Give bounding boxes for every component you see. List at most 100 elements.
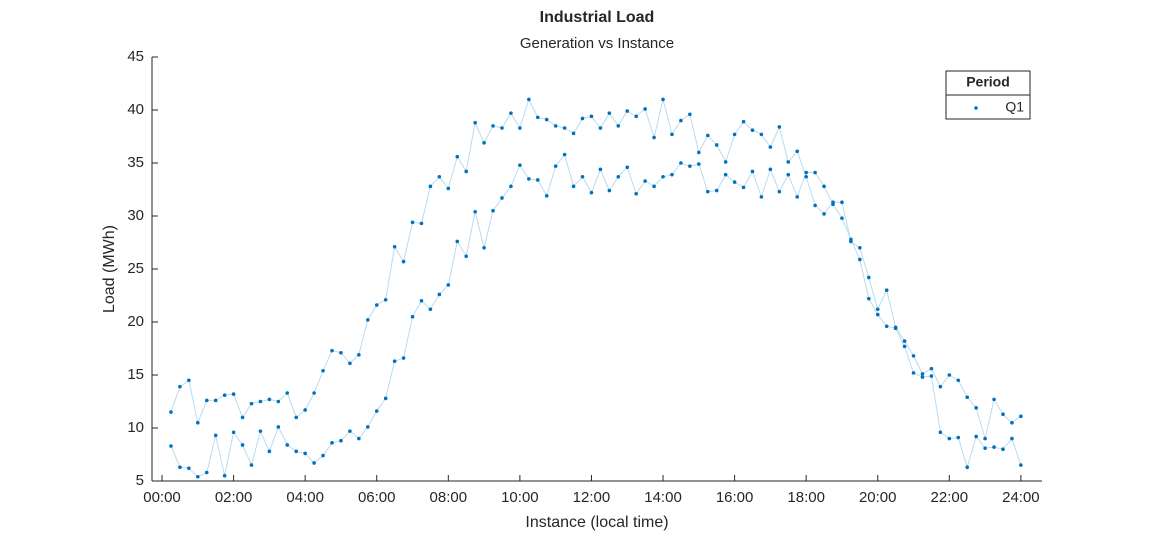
data-point — [294, 449, 299, 454]
data-point — [697, 162, 701, 166]
x-tick-label: 04:00 — [286, 489, 324, 506]
data-point — [723, 172, 728, 177]
data-point — [634, 191, 638, 196]
data-point — [169, 410, 173, 414]
data-point — [589, 190, 594, 195]
data-point — [187, 466, 191, 471]
data-point — [652, 184, 656, 189]
data-point — [446, 186, 451, 191]
data-point — [222, 473, 227, 478]
data-point — [518, 163, 522, 167]
data-point — [974, 434, 978, 439]
x-tick-label: 22:00 — [931, 489, 969, 506]
data-point — [1001, 447, 1005, 452]
data-point — [983, 446, 987, 450]
data-point — [679, 118, 683, 123]
data-point — [473, 209, 477, 214]
data-point — [169, 444, 173, 448]
data-point — [822, 212, 826, 216]
data-point — [1010, 436, 1014, 441]
data-point — [348, 429, 352, 433]
data-point — [455, 239, 460, 244]
data-point — [965, 465, 970, 470]
data-point — [446, 283, 451, 287]
data-point — [1019, 414, 1023, 419]
data-point — [276, 399, 281, 404]
data-point — [804, 174, 808, 179]
data-point — [482, 141, 486, 145]
data-point — [929, 374, 934, 378]
data-point — [795, 149, 800, 154]
data-point — [607, 188, 612, 193]
data-point — [437, 292, 442, 297]
data-point — [1010, 420, 1014, 425]
data-point — [598, 126, 603, 130]
data-point — [831, 202, 835, 207]
data-point — [330, 441, 334, 445]
data-point — [178, 384, 182, 389]
x-tick-label: 08:00 — [430, 489, 468, 506]
data-point — [893, 326, 898, 331]
data-point — [571, 131, 576, 136]
data-line — [170, 98, 1022, 478]
data-point — [330, 348, 334, 353]
data-point — [500, 196, 504, 200]
data-point — [804, 170, 808, 175]
data-point — [473, 120, 477, 125]
data-point — [759, 195, 764, 199]
data-point — [374, 409, 379, 413]
data-point — [196, 474, 200, 479]
data-point — [357, 353, 361, 357]
data-point — [509, 184, 513, 189]
data-point — [222, 393, 227, 397]
data-point — [267, 397, 272, 402]
data-point — [768, 145, 773, 149]
data-point — [625, 109, 630, 113]
data-point — [697, 150, 701, 155]
data-point — [768, 167, 773, 172]
data-point — [562, 152, 567, 157]
data-point — [491, 208, 495, 213]
data-point — [929, 366, 934, 371]
data-point — [374, 303, 379, 307]
data-point — [723, 160, 728, 164]
x-tick-label: 24:00 — [1002, 489, 1040, 506]
data-point — [616, 124, 621, 128]
data-point — [204, 398, 209, 403]
data-point — [231, 392, 236, 396]
x-tick-label: 20:00 — [859, 489, 897, 506]
y-tick-label: 45 — [127, 48, 144, 65]
data-point — [428, 307, 433, 312]
data-point — [258, 429, 263, 433]
data-point — [213, 433, 218, 438]
data-point — [589, 114, 594, 119]
data-point — [267, 449, 272, 454]
data-point — [822, 184, 826, 189]
data-point — [759, 132, 764, 137]
data-point — [285, 391, 290, 395]
data-point — [625, 165, 630, 170]
data-point — [777, 189, 782, 194]
x-tick-label: 14:00 — [644, 489, 682, 506]
data-point — [741, 185, 746, 190]
data-point — [249, 401, 254, 406]
data-point — [437, 174, 442, 179]
data-point — [339, 438, 343, 443]
legend-label: Q1 — [1005, 99, 1024, 115]
data-point — [992, 445, 996, 449]
data-point — [383, 297, 388, 302]
y-tick-label: 10 — [127, 419, 144, 436]
data-point — [795, 195, 800, 199]
data-point — [383, 396, 388, 401]
data-point — [303, 408, 307, 412]
data-point — [562, 126, 567, 130]
legend-title: Period — [966, 74, 1010, 90]
data-point — [920, 372, 925, 376]
data-point — [535, 115, 540, 120]
data-point — [813, 170, 817, 175]
data-point — [258, 399, 263, 404]
data-point — [303, 451, 307, 456]
data-point — [544, 194, 549, 198]
data-point — [688, 164, 692, 168]
